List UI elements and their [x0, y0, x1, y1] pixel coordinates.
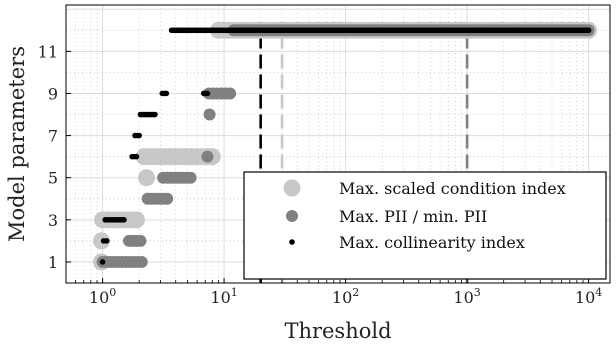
data-point — [224, 87, 237, 100]
series-0-segment-3 — [138, 169, 156, 187]
series-1-segment-5 — [203, 108, 216, 121]
x-tick-label-3: 103 — [453, 286, 480, 307]
series-1-segment-3 — [157, 171, 197, 184]
series-2-segment-6 — [159, 90, 170, 97]
data-point — [134, 234, 147, 247]
data-point — [163, 90, 170, 97]
series-2-segment-7 — [200, 90, 211, 97]
data-point — [184, 171, 197, 184]
series-2-segment-2 — [102, 217, 127, 223]
plot-frame — [65, 4, 611, 284]
y-tick-label-5: 11 — [38, 42, 58, 61]
series-2-segment-3 — [129, 153, 140, 160]
x-tick-label-4: 104 — [575, 286, 602, 307]
x-tick-base: 10 — [332, 288, 352, 307]
x-tick-exponent: 3 — [474, 286, 481, 299]
legend-label-collinearity-index: Max. collinearity index — [339, 233, 525, 252]
x-tick-exponent: 4 — [595, 286, 602, 299]
legend-marker-pii-ratio — [286, 210, 298, 222]
series-1-segment-4 — [201, 150, 214, 163]
legend-label-pii-ratio: Max. PII / min. PII — [339, 207, 487, 226]
y-tick-label-1: 3 — [48, 211, 58, 230]
series-2 — [99, 27, 592, 265]
x-tick-exponent: 2 — [352, 286, 359, 299]
x-tick-base: 10 — [453, 288, 473, 307]
data-point — [135, 255, 148, 268]
x-tick-label-1: 101 — [210, 286, 237, 307]
data-point — [201, 150, 214, 163]
series — [93, 21, 598, 271]
x-tick-label-0: 100 — [89, 286, 116, 307]
y-tick-label-2: 5 — [48, 169, 58, 188]
x-tick-exponent: 1 — [231, 286, 238, 299]
data-point — [203, 108, 216, 121]
series-2-segment-8 — [168, 27, 592, 34]
x-tick-label-2: 102 — [332, 286, 359, 307]
series-1-segment-6 — [202, 87, 237, 100]
data-point — [152, 111, 158, 118]
data-point — [161, 192, 174, 205]
data-point — [99, 259, 106, 265]
data-point — [138, 169, 156, 187]
y-tick-label-3: 7 — [48, 127, 58, 146]
y-tick-label-4: 9 — [48, 84, 58, 103]
data-point — [127, 211, 145, 229]
legend: Max. scaled condition index Max. PII / m… — [243, 171, 607, 280]
x-tick-base: 10 — [210, 288, 230, 307]
legend-marker-collinearity-index — [289, 239, 295, 245]
series-2-segment-1 — [100, 238, 110, 244]
data-point — [136, 132, 142, 139]
series-0-segment-4 — [135, 148, 221, 166]
series-2-segment-0 — [99, 259, 106, 265]
series-2-segment-5 — [137, 111, 158, 118]
data-point — [121, 217, 127, 223]
legend-marker-scaled-condition-index — [283, 179, 301, 197]
x-axis-title: Threshold — [284, 319, 391, 343]
y-axis-title: Model parameters — [5, 46, 29, 242]
series-2-segment-4 — [132, 132, 142, 139]
data-point — [585, 27, 592, 34]
data-point — [133, 153, 140, 160]
series-1-segment-1 — [123, 234, 147, 247]
y-tick-label-0: 1 — [48, 253, 58, 272]
x-tick-base: 10 — [89, 288, 109, 307]
x-tick-exponent: 0 — [109, 286, 116, 299]
legend-box — [243, 171, 607, 280]
x-tick-base: 10 — [575, 288, 595, 307]
series-1-segment-0 — [96, 255, 148, 268]
legend-label-scaled-condition-index: Max. scaled condition index — [339, 179, 566, 198]
data-point — [103, 238, 110, 244]
data-point — [204, 90, 211, 97]
series-1-segment-2 — [141, 192, 174, 205]
